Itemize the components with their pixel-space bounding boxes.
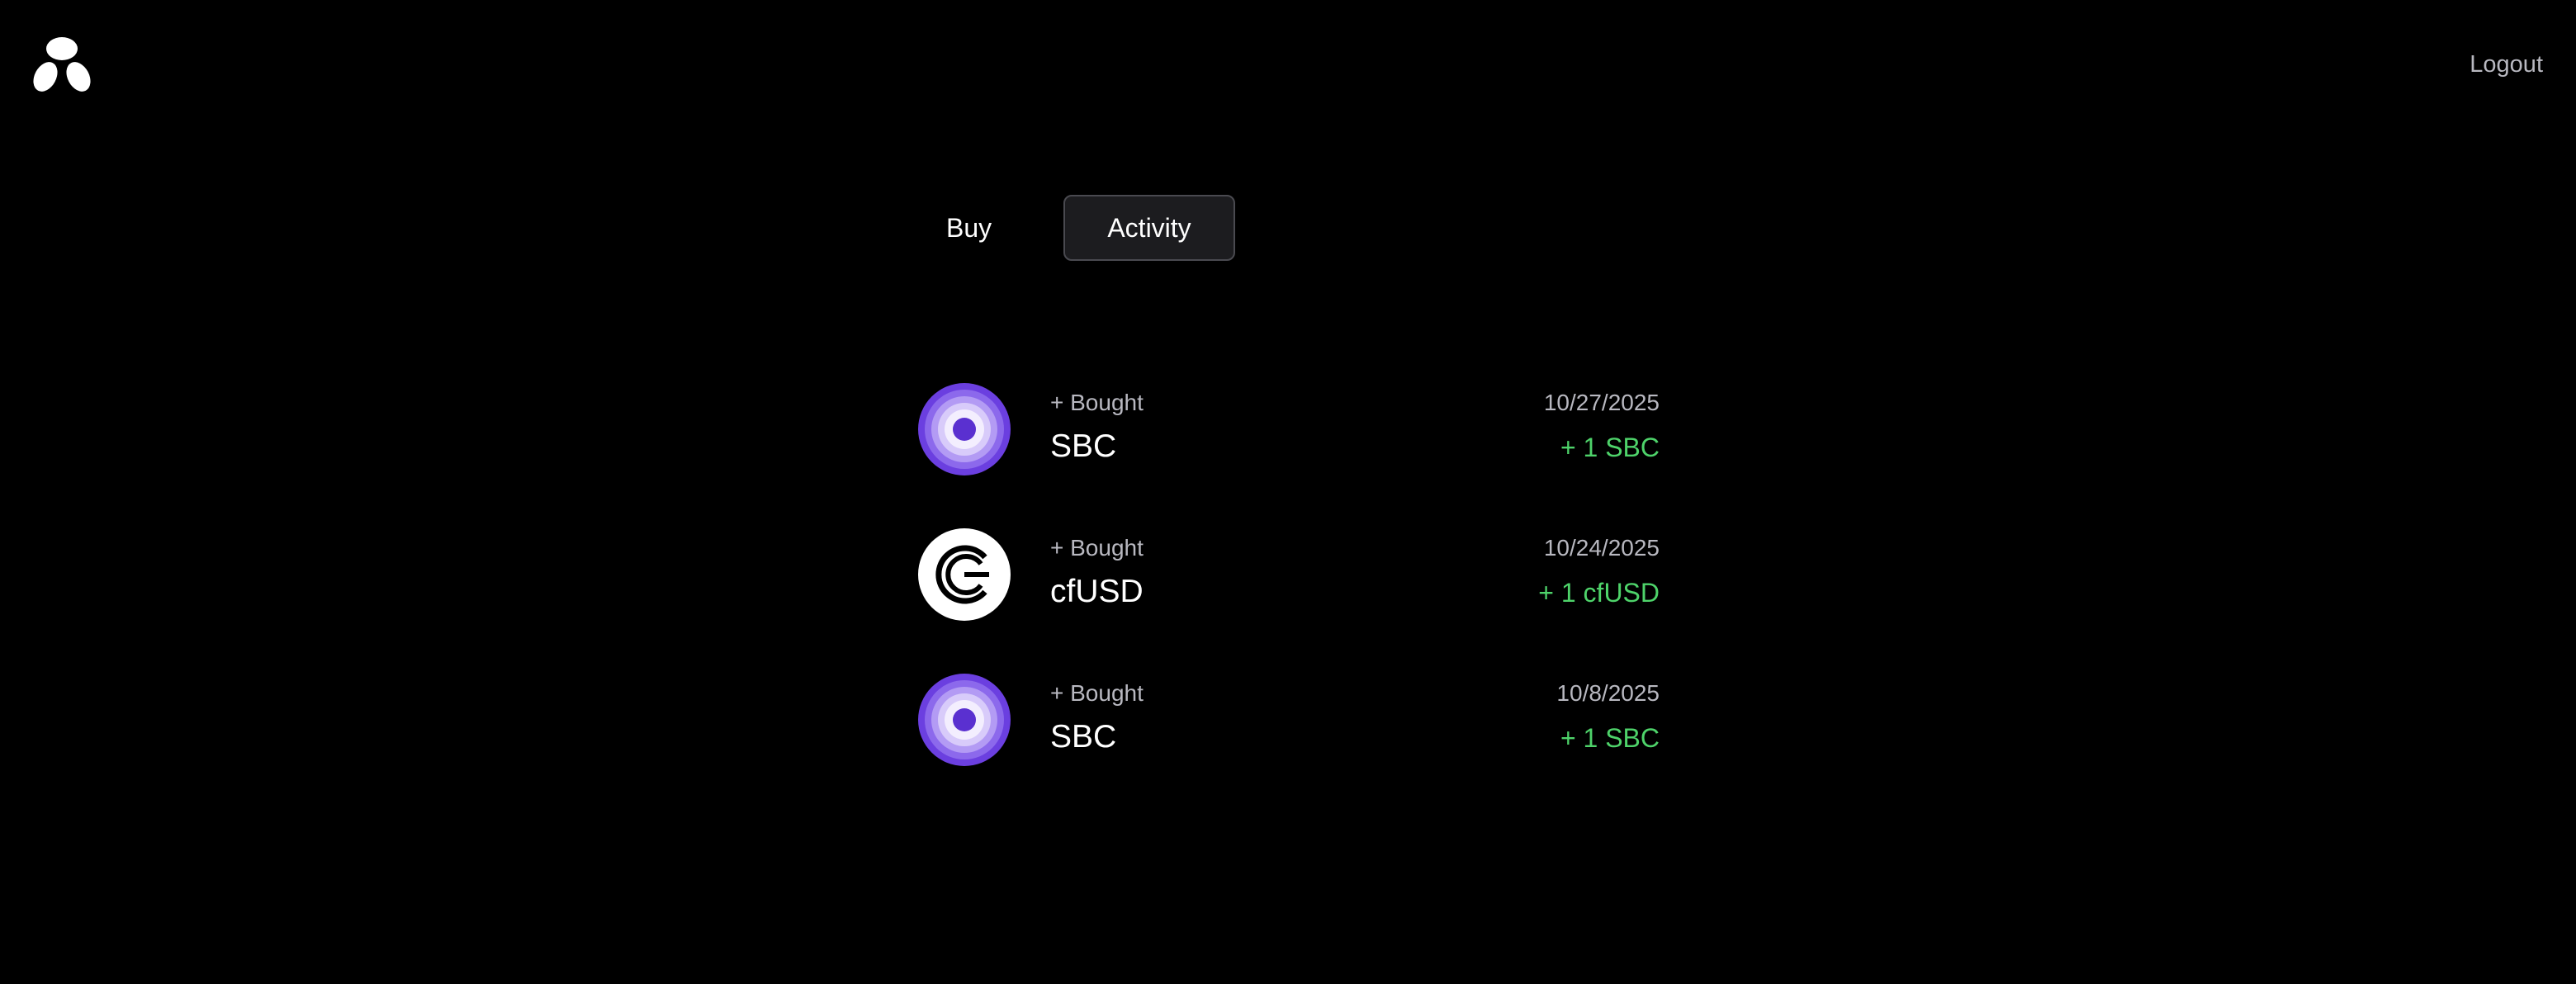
sbc-token-icon (918, 383, 1011, 475)
sbc-token-icon (918, 674, 1011, 766)
activity-date: 10/27/2025 (1543, 390, 1660, 415)
activity-token: SBC (1050, 428, 1117, 464)
activity-token: SBC (1050, 719, 1117, 755)
cfusd-token-icon (918, 528, 1011, 621)
logout-button[interactable]: Logout (2469, 51, 2543, 78)
tab-buy[interactable]: Buy (946, 213, 992, 243)
activity-action: + Bought (1050, 680, 1144, 706)
activity-date: 10/24/2025 (1543, 535, 1660, 561)
activity-row[interactable]: + Bought SBC 10/8/2025 + 1 SBC (918, 674, 1660, 819)
activity-amount: + 1 SBC (1560, 433, 1660, 462)
activity-list: + Bought SBC 10/27/2025 + 1 SBC + Bought… (918, 383, 1660, 819)
logo-icon[interactable] (31, 36, 92, 96)
tab-activity[interactable]: Activity (1063, 195, 1235, 261)
activity-token: cfUSD (1050, 574, 1144, 609)
activity-amount: + 1 cfUSD (1538, 578, 1660, 608)
activity-action: + Bought (1050, 390, 1144, 415)
activity-action: + Bought (1050, 535, 1144, 561)
activity-amount: + 1 SBC (1560, 723, 1660, 753)
activity-row[interactable]: + Bought cfUSD 10/24/2025 + 1 cfUSD (918, 528, 1660, 674)
tab-bar: Buy Activity (925, 195, 1235, 261)
activity-row[interactable]: + Bought SBC 10/27/2025 + 1 SBC (918, 383, 1660, 528)
activity-date: 10/8/2025 (1556, 680, 1660, 706)
